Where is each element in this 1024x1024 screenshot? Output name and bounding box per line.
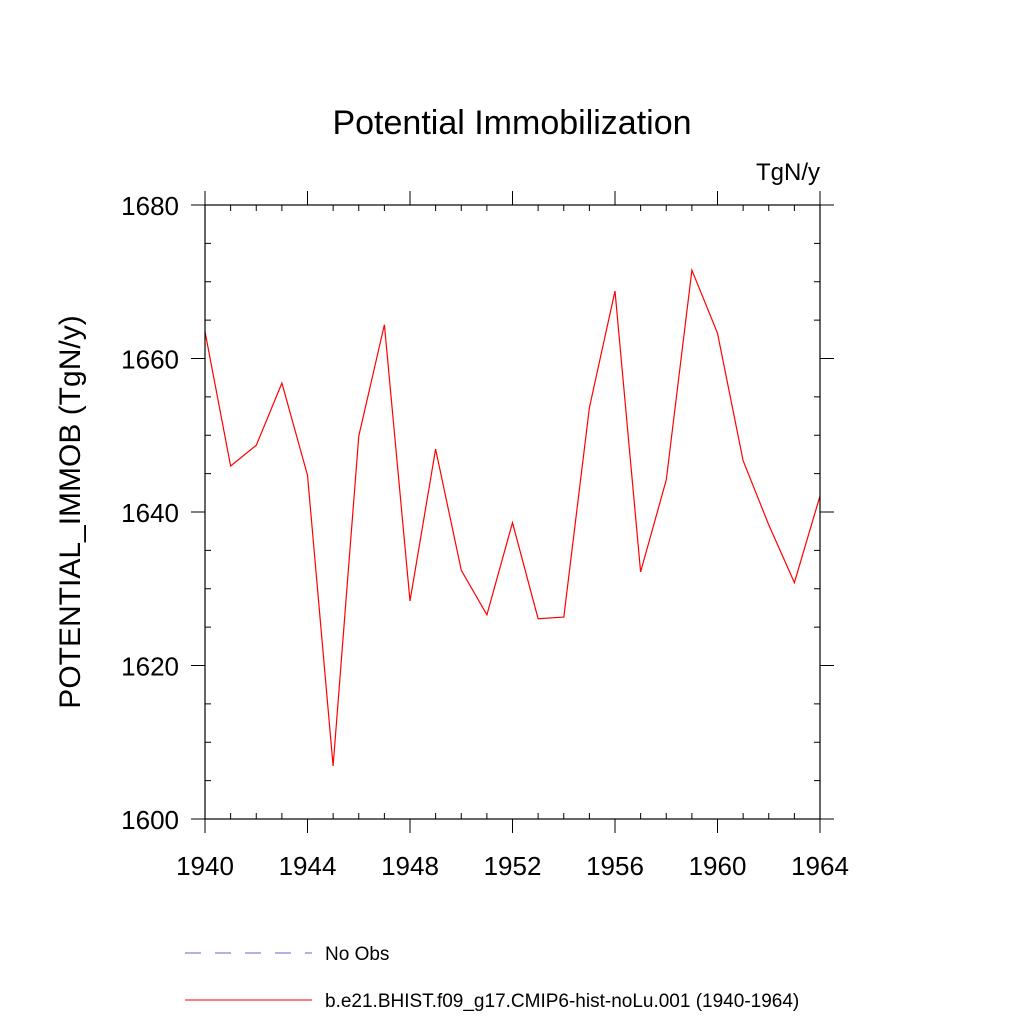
x-tick-label: 1944 bbox=[279, 851, 337, 881]
y-tick-label: 1660 bbox=[121, 345, 179, 375]
x-tick-label: 1956 bbox=[586, 851, 644, 881]
tick-labels: 1940 1944 1948 1952 1956 1960 1964 1600 1620 1640… bbox=[121, 191, 849, 881]
legend-label: No Obs bbox=[325, 944, 389, 965]
y-tick-label: 1620 bbox=[121, 652, 179, 682]
legend: No Obs b.e21.BHIST.f09_g17.CMIP6-hist-noL… bbox=[185, 944, 799, 1012]
x-tick-label: 1960 bbox=[689, 851, 747, 881]
plot-series bbox=[204, 267, 821, 767]
x-tick-label: 1952 bbox=[484, 851, 542, 881]
x-tick-label: 1964 bbox=[791, 851, 849, 881]
plot-frame bbox=[204, 204, 821, 820]
x-tick-label: 1940 bbox=[176, 851, 234, 881]
y-tick-label: 1680 bbox=[121, 191, 179, 221]
x-tick-label: 1948 bbox=[381, 851, 439, 881]
series-line bbox=[204, 267, 821, 767]
y-axis-label: POTENTIAL_IMMOB (TgN/y) bbox=[54, 315, 87, 708]
legend-label: b.e21.BHIST.f09_g17.CMIP6-hist-noLu.001 … bbox=[325, 991, 799, 1012]
y-tick-label: 1640 bbox=[121, 498, 179, 528]
units-label: TgN/y bbox=[756, 159, 820, 186]
y-tick-label: 1600 bbox=[121, 805, 179, 835]
chart-title: Potential Immobilization bbox=[332, 104, 691, 142]
axis-ticks bbox=[191, 191, 834, 833]
